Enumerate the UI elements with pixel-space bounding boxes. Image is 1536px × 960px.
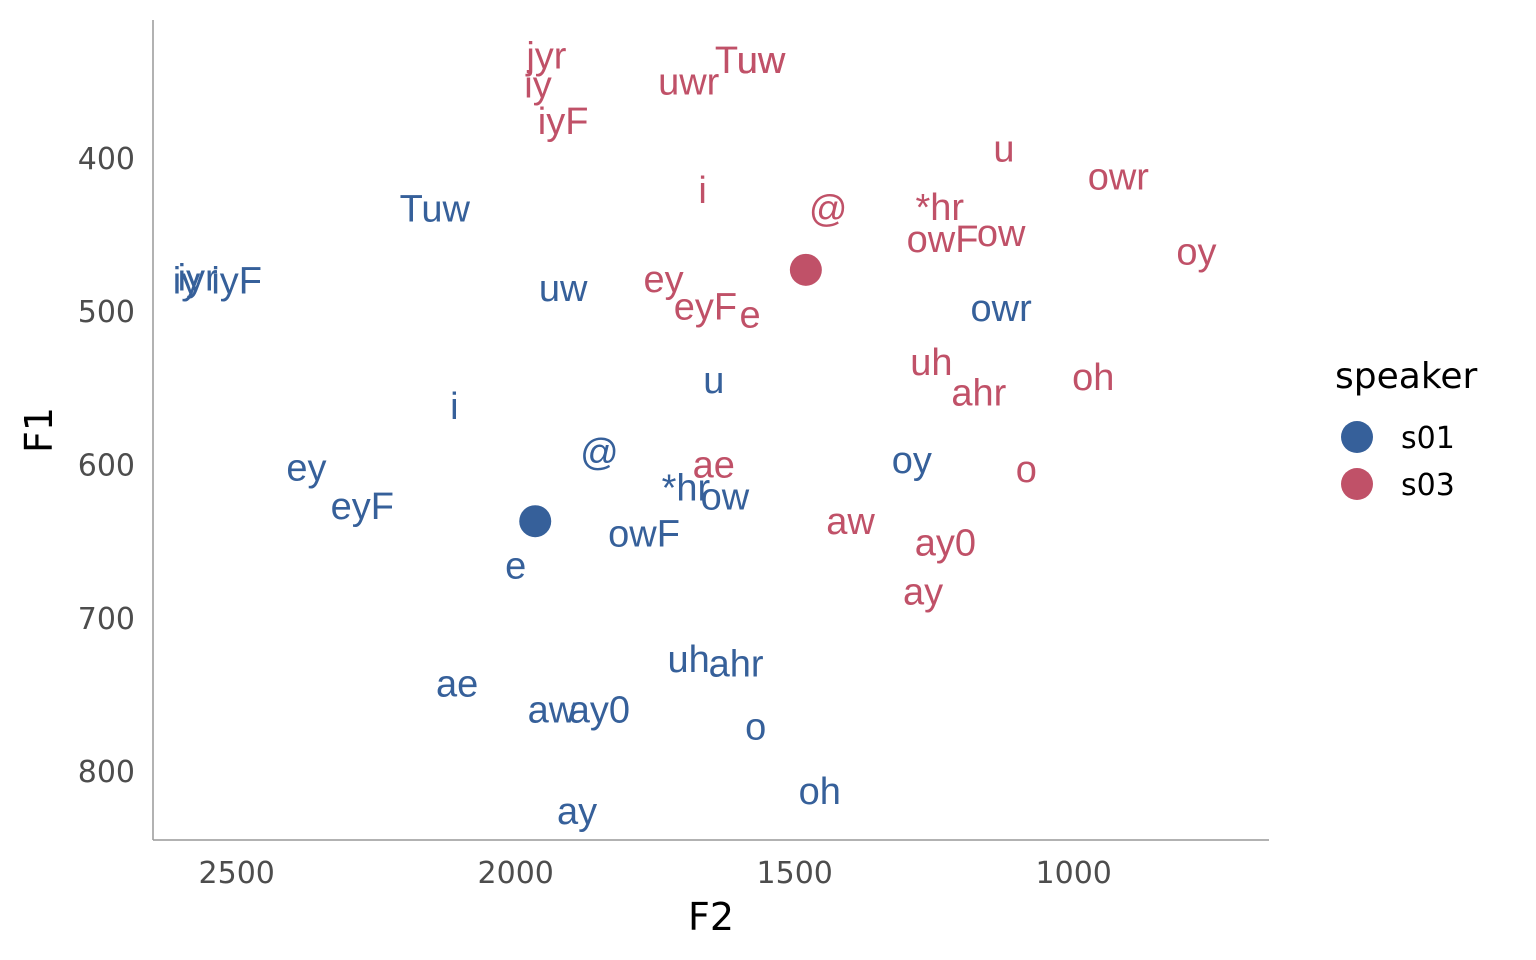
legend-key <box>1341 468 1373 500</box>
vowel-label: oy <box>892 440 932 482</box>
vowel-label: Tuw <box>715 40 786 82</box>
vowel-label: o <box>745 707 766 749</box>
vowel-label: ow <box>701 477 750 519</box>
vowel-label: ey <box>643 259 683 301</box>
legend-key <box>1341 421 1373 453</box>
vowel-label: uw <box>539 268 588 310</box>
vowel-label: u <box>993 129 1014 171</box>
vowel-label: ahr <box>709 644 764 686</box>
x-tick-label: 2500 <box>199 856 275 891</box>
y-tick-label: 400 <box>78 142 135 177</box>
x-axis-title: F2 <box>688 895 734 939</box>
vowel-label: iy <box>173 261 200 303</box>
vowel-label: @ <box>809 189 848 231</box>
vowel-label: i <box>698 170 706 212</box>
vowel-label: iyr <box>178 257 218 299</box>
vowel-label: owr <box>971 288 1033 330</box>
vowel-label: iy <box>524 64 551 106</box>
x-tick-label: 2000 <box>478 856 554 891</box>
speaker-mean-point <box>519 505 552 538</box>
vowel-label: e <box>505 546 526 588</box>
vowel-label: uwr <box>658 61 720 103</box>
vowel-label: owr <box>1088 156 1150 198</box>
vowel-label: ae <box>436 664 478 706</box>
y-axis-ticks: 400 500 600 700 800 <box>78 142 135 790</box>
vowel-label: ay <box>903 572 943 614</box>
vowel-label: owF <box>907 219 979 261</box>
vowel-label: aw <box>528 690 577 732</box>
y-tick-label: 600 <box>78 448 135 483</box>
legend-label: s01 <box>1401 421 1455 456</box>
y-tick-label: 700 <box>78 602 135 637</box>
vowel-label: uw <box>737 40 786 82</box>
vowel-label: eyF <box>331 486 394 528</box>
vowel-label: ey <box>286 448 326 490</box>
vowel-label: i <box>450 386 458 428</box>
y-tick-label: 800 <box>78 755 135 790</box>
y-axis-title: F1 <box>17 407 61 453</box>
vowel-label: e <box>739 294 760 336</box>
vowel-label: iyF <box>538 101 589 143</box>
vowel-label: oh <box>799 771 841 813</box>
vowel-label: uh <box>910 342 952 384</box>
vowel-label: iyF <box>211 261 262 303</box>
vowel-label: eyF <box>674 287 737 329</box>
x-axis-ticks: 2500 2000 1500 1000 <box>199 856 1112 891</box>
vowel-label: u <box>703 360 724 402</box>
x-tick-label: 1500 <box>757 856 833 891</box>
vowel-label: @ <box>580 432 619 474</box>
y-tick-label: 500 <box>78 295 135 330</box>
legend-title: speaker <box>1335 356 1478 397</box>
vowel-label: Tuw <box>400 189 471 231</box>
vowel-label: uh <box>668 639 710 681</box>
vowel-label: owF <box>608 513 680 555</box>
vowel-label: jyr <box>525 35 566 77</box>
legend-label: s03 <box>1401 468 1455 503</box>
vowel-label: ahr <box>951 372 1006 414</box>
vowel-label: oh <box>1072 357 1114 399</box>
vowel-label: ae <box>693 444 735 486</box>
speaker-mean-point <box>789 253 822 286</box>
vowel-label: ow <box>977 213 1026 255</box>
vowel-label: ay0 <box>915 523 976 565</box>
vowel-label: *hr <box>662 467 711 509</box>
vowel-label: ay <box>557 791 597 833</box>
vowel-label: oy <box>1176 231 1216 273</box>
vowel-label: aw <box>826 501 875 543</box>
x-tick-label: 1000 <box>1036 856 1112 891</box>
vowel-label: ay0 <box>569 690 630 732</box>
vowel-label: o <box>1016 449 1037 491</box>
vowel-label: *hr <box>915 187 964 229</box>
